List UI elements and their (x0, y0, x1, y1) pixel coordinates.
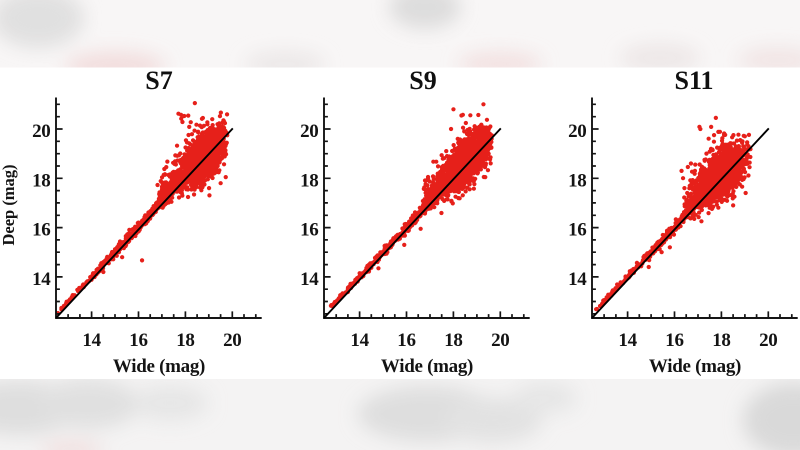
svg-text:18: 18 (176, 330, 194, 351)
svg-text:16: 16 (129, 330, 147, 351)
svg-text:S7: S7 (145, 66, 172, 95)
svg-text:S11: S11 (674, 66, 713, 95)
svg-text:Deep (mag): Deep (mag) (0, 164, 18, 245)
svg-text:18: 18 (444, 330, 462, 351)
svg-text:S9: S9 (409, 66, 436, 95)
svg-text:14: 14 (32, 269, 51, 290)
svg-text:20: 20 (300, 121, 318, 142)
svg-text:20: 20 (491, 330, 509, 351)
svg-text:18: 18 (300, 170, 318, 191)
svg-text:16: 16 (300, 220, 318, 241)
svg-text:14: 14 (350, 330, 369, 351)
svg-text:Wide (mag): Wide (mag) (381, 356, 473, 377)
svg-text:18: 18 (712, 330, 730, 351)
svg-text:14: 14 (300, 269, 319, 290)
svg-text:16: 16 (397, 330, 415, 351)
svg-text:18: 18 (568, 170, 586, 191)
svg-text:20: 20 (32, 121, 50, 142)
svg-text:20: 20 (223, 330, 241, 351)
svg-text:14: 14 (568, 269, 587, 290)
svg-text:20: 20 (568, 121, 586, 142)
svg-text:16: 16 (665, 330, 683, 351)
svg-text:Wide (mag): Wide (mag) (649, 356, 741, 377)
svg-text:Wide (mag): Wide (mag) (113, 356, 205, 377)
svg-text:14: 14 (618, 330, 637, 351)
svg-text:14: 14 (82, 330, 101, 351)
svg-text:18: 18 (32, 170, 50, 191)
svg-text:16: 16 (32, 220, 50, 241)
svg-text:20: 20 (759, 330, 777, 351)
svg-text:16: 16 (568, 220, 586, 241)
